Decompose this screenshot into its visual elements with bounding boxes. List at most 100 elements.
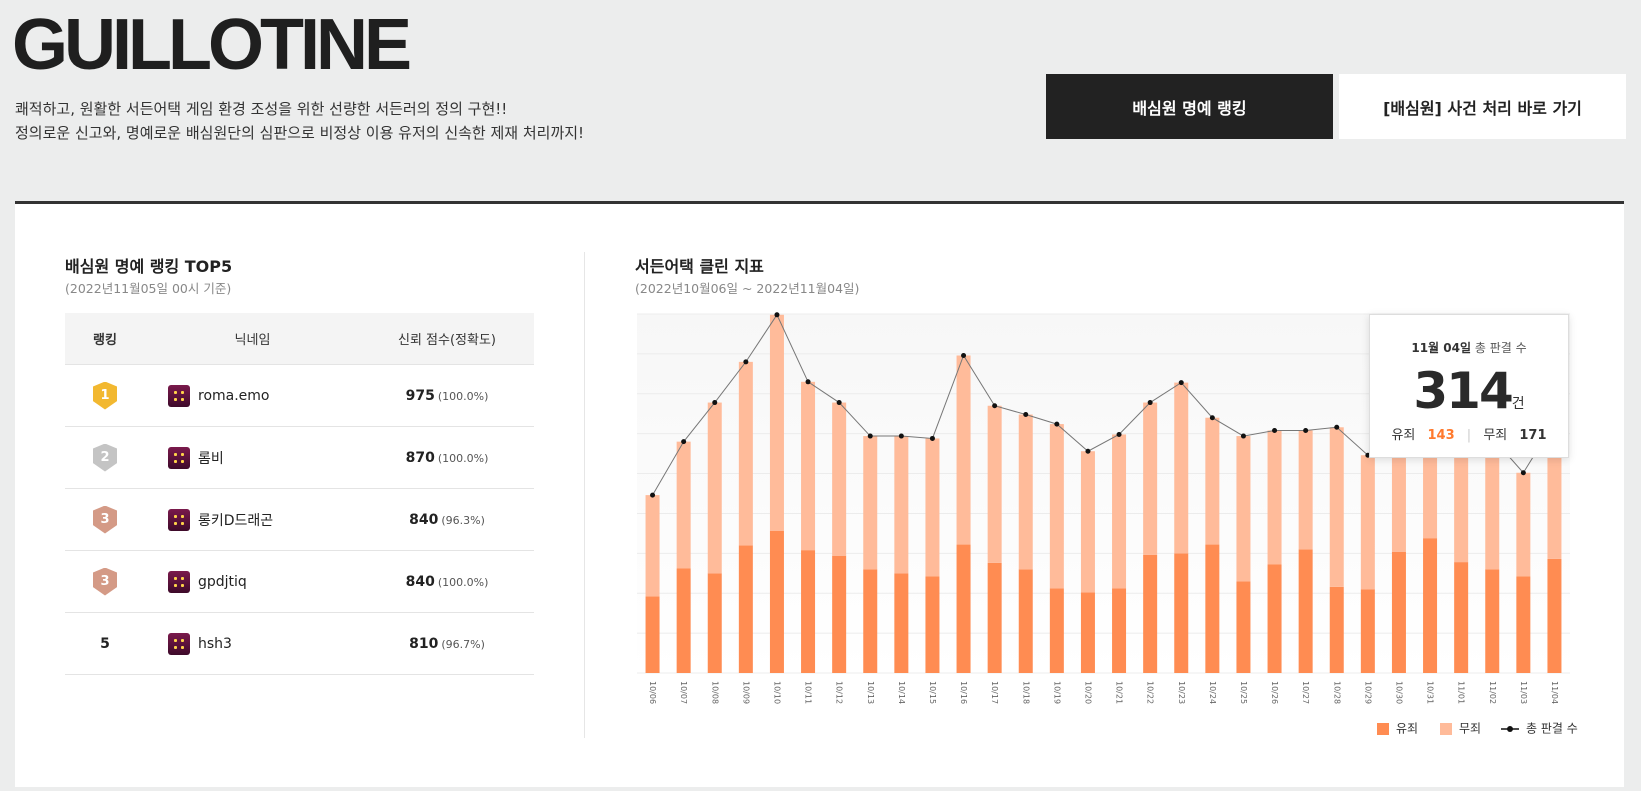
table-row: 3 롱키D드래곤 840 (96.3%) [65, 489, 534, 551]
description-line: 정의로운 신고와, 명예로운 배심원단의 심판으로 비정상 이용 유저의 신속한… [15, 124, 585, 142]
user-icon [168, 446, 190, 469]
legend-label: 총 판결 수 [1526, 722, 1578, 736]
x-tick-label: 10/24 [1208, 681, 1217, 704]
bar-segment [1236, 436, 1251, 582]
x-tick-label: 10/22 [1146, 681, 1155, 704]
description-line: 쾌적하고, 원활한 서든어택 게임 환경 조성을 위한 선량한 서든러의 정의 … [15, 100, 508, 118]
bar-segment [1049, 424, 1064, 589]
bar-segment [956, 544, 971, 673]
nickname: gpdjtiq [198, 573, 247, 590]
bar-segment [1485, 569, 1500, 673]
bar-segment [1298, 430, 1313, 550]
x-tick-label: 10/25 [1239, 681, 1248, 704]
bar-segment [1174, 553, 1189, 673]
nickname: roma.emo [198, 387, 270, 404]
nickname: 롬비 [198, 450, 224, 467]
bar-segment [1205, 417, 1220, 545]
rank-badge: 2 [93, 443, 117, 472]
bar-segment [1516, 576, 1531, 673]
column-header: 신뢰 점수(정확도) [398, 333, 496, 348]
chart-subtitle: (2022년10월06일 ~ 2022년11월04일) [635, 281, 860, 296]
accuracy: (100.0%) [437, 389, 489, 403]
bar-segment [1267, 430, 1282, 565]
score-cell: 810 (96.7%) [360, 636, 534, 652]
nav-button[interactable]: [배심원] 사건 처리 바로 가기 [1339, 74, 1626, 139]
x-tick-label: 10/13 [866, 681, 875, 704]
bar-segment [1329, 427, 1344, 587]
user-icon [168, 384, 190, 407]
x-tick-label: 10/21 [1115, 681, 1124, 704]
x-tick-label: 10/28 [1332, 681, 1341, 704]
total-point [1334, 424, 1340, 430]
x-tick-label: 10/15 [928, 681, 937, 704]
bar-segment [925, 438, 940, 577]
x-tick-label: 10/30 [1394, 681, 1403, 704]
legend-label: 무죄 [1459, 722, 1481, 736]
accuracy: (100.0%) [437, 451, 489, 465]
bar-segment [1485, 437, 1500, 570]
bar-segment [832, 402, 847, 556]
nickname-cell: 롱키D드래곤 [145, 508, 360, 531]
score: 840 [409, 511, 439, 528]
accuracy: (100.0%) [437, 575, 489, 589]
accuracy: (96.3%) [441, 513, 485, 527]
bar-segment [1112, 588, 1127, 673]
rank-cell: 1 [65, 381, 145, 410]
x-tick-label: 11/03 [1519, 681, 1528, 704]
x-tick-label: 11/01 [1457, 681, 1466, 704]
nickname: 롱키D드래곤 [198, 512, 274, 529]
bar-segment [1360, 589, 1375, 673]
bar-segment [832, 555, 847, 673]
bar-segment [1298, 549, 1313, 673]
tooltip: 11월 04일 총 판결 수 314건 유죄 143 | 무죄 171 [1369, 314, 1569, 458]
tooltip-series: 무죄 [1483, 428, 1508, 443]
bar-segment [676, 441, 691, 569]
bar-segment [1391, 441, 1406, 552]
bar-segment [1329, 586, 1344, 673]
legend-label: 유죄 [1396, 722, 1418, 736]
bar-segment [863, 569, 878, 673]
bar-segment [894, 573, 909, 673]
score: 840 [405, 573, 435, 590]
total-point [712, 400, 718, 406]
nickname-cell: gpdjtiq [145, 570, 360, 593]
bar-segment [769, 314, 784, 531]
score: 810 [409, 635, 439, 652]
table-row: 1 roma.emo 975 (100.0%) [65, 365, 534, 427]
chart-title: 서든어택 클린 지표 [635, 257, 764, 276]
bar-segment [707, 402, 722, 574]
rank-cell: 3 [65, 505, 145, 534]
rank-cell: 2 [65, 443, 145, 472]
total-point [743, 359, 749, 365]
x-tick-label: 10/09 [741, 681, 750, 704]
bar-segment [863, 436, 878, 570]
tooltip-value: 143 [1427, 428, 1455, 443]
x-tick-label: 11/04 [1550, 681, 1559, 704]
bar-segment [1018, 569, 1033, 673]
bar-segment [1423, 538, 1438, 673]
score-cell: 870 (100.0%) [360, 450, 534, 466]
bar-segment [738, 545, 753, 673]
bar-segment [645, 495, 660, 597]
user-icon [168, 632, 190, 655]
x-tick-label: 10/27 [1301, 681, 1310, 704]
bar-segment [1143, 402, 1158, 555]
rank-badge: 3 [93, 567, 117, 596]
x-tick-label: 10/10 [772, 681, 781, 704]
total-point [867, 433, 873, 439]
nickname-cell: hsh3 [145, 632, 360, 655]
x-tick-label: 10/17 [990, 681, 999, 704]
x-tick-label: 10/12 [835, 681, 844, 704]
total-point [1116, 431, 1122, 437]
tooltip-unit: 건 [1511, 396, 1525, 412]
x-tick-label: 10/19 [1052, 681, 1061, 704]
bar-segment [1391, 551, 1406, 673]
bar-segment [1112, 434, 1127, 589]
nickname-cell: 롬비 [145, 446, 360, 469]
bar-segment [801, 381, 816, 551]
rank-badge: 3 [93, 505, 117, 534]
table-header: 랭킹 닉네임 신뢰 점수(정확도) [65, 313, 534, 365]
tooltip-date: 11월 04일 [1411, 341, 1472, 355]
nav-button[interactable]: 배심원 명예 랭킹 [1046, 74, 1333, 139]
tooltip-label: 총 판결 수 [1474, 341, 1527, 355]
